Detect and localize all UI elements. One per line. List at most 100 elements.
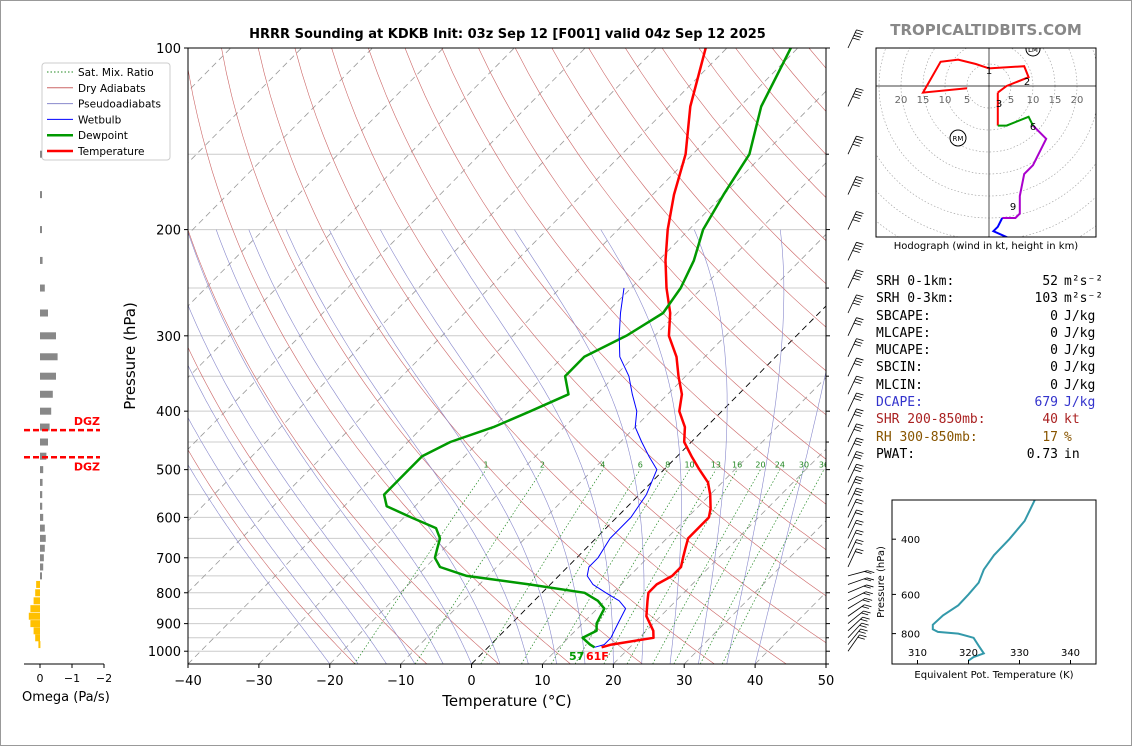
mixing-ratio-line xyxy=(414,469,543,664)
isotherm-line xyxy=(683,520,826,664)
dry-adiabat xyxy=(188,449,356,664)
thetae-y-tick-label: 600 xyxy=(901,590,920,601)
moist-adiabat xyxy=(188,364,387,664)
param-row: SHR 200-850mb: 40 kt xyxy=(876,411,1124,428)
hodo-ring-label: 15 xyxy=(917,95,930,106)
wind-barb-shaft xyxy=(847,464,857,483)
thetae-x-tick-label: 310 xyxy=(908,648,927,659)
wind-barb-shaft xyxy=(847,294,857,314)
hodo-height-label: 1 xyxy=(986,66,992,77)
omega-tick-label: −2 xyxy=(96,672,112,685)
moist-adiabat xyxy=(248,229,501,664)
wind-barb-flag xyxy=(855,466,863,470)
hodo-rm-label: RM xyxy=(953,135,964,143)
x-tick-label: −20 xyxy=(316,674,343,689)
wind-barb-shaft xyxy=(847,135,857,155)
wind-barb-flag xyxy=(857,636,865,640)
y-tick-label: 900 xyxy=(156,618,181,633)
y-tick-label: 1000 xyxy=(148,645,181,660)
wind-barb-shaft xyxy=(847,591,867,602)
y-tick-label: 800 xyxy=(156,587,181,602)
wind-barb-flag xyxy=(853,428,862,432)
omega-axis-label: Omega (Pa/s) xyxy=(22,690,110,705)
mixing-ratio-line xyxy=(521,469,641,664)
mixing-ratio-line xyxy=(626,469,738,664)
thetae-frame xyxy=(891,499,1097,665)
wind-barb-flag xyxy=(852,219,860,223)
dry-adiabat xyxy=(188,228,499,664)
isotherm-line xyxy=(188,48,799,664)
wind-barb-flag xyxy=(856,451,864,454)
wind-barbs xyxy=(847,29,875,652)
mixing-ratio-line xyxy=(480,469,604,664)
mixing-ratio-line xyxy=(550,469,668,664)
wind-barb-shaft xyxy=(847,570,868,577)
param-label: PWAT: xyxy=(876,446,916,462)
wind-barb-flag xyxy=(855,395,863,399)
wind-barb-flag xyxy=(855,360,863,364)
wind-barb-flag xyxy=(856,487,864,491)
omega-bar xyxy=(40,309,48,317)
wind-barb-flag xyxy=(856,548,864,552)
hodo-ring-label: 10 xyxy=(1027,95,1040,106)
omega-bar xyxy=(40,554,44,562)
dry-adiabat xyxy=(368,48,826,597)
surface-dewpoint-label: 57 xyxy=(569,650,584,663)
wind-barb-flag xyxy=(861,606,870,609)
thetae-y-tick-label: 800 xyxy=(901,630,920,641)
param-unit: J/kg xyxy=(1064,325,1096,341)
x-tick-label: −40 xyxy=(174,674,201,689)
wind-barb-shaft xyxy=(847,392,857,412)
isotherm-line xyxy=(188,48,657,522)
dgz-label: DGZ xyxy=(74,460,100,473)
dry-adiabat xyxy=(188,346,428,664)
surface-temperature-label: 61F xyxy=(586,650,609,663)
wind-barb-flag xyxy=(853,322,862,326)
x-tick-label: −30 xyxy=(245,674,272,689)
wind-barb-flag xyxy=(856,392,864,396)
wind-barb-flag xyxy=(861,612,869,616)
dgz-label: DGZ xyxy=(74,415,100,428)
wind-barb-shaft xyxy=(847,423,857,443)
param-label: DCAPE: xyxy=(876,395,923,411)
wind-barb-flag xyxy=(855,532,863,536)
hodograph-caption: Hodograph (wind in kt, height in km) xyxy=(893,241,1079,252)
omega-bar xyxy=(40,150,42,158)
wind-barb-flag xyxy=(855,90,863,94)
y-tick-label: 400 xyxy=(156,405,181,420)
isotherm-line xyxy=(471,305,826,664)
mixing-ratio-label: 2 xyxy=(540,461,545,470)
omega-bar xyxy=(40,226,42,234)
wind-barb-flag xyxy=(865,597,873,601)
legend-label: Pseudoadiabats xyxy=(78,99,161,111)
hodo-ring-label: 5 xyxy=(964,95,970,106)
wind-barb-flag xyxy=(855,244,863,248)
param-label: SBCIN: xyxy=(876,360,923,376)
wind-barb-flag xyxy=(852,184,860,188)
param-value: 679 xyxy=(1034,395,1058,411)
wind-barb-flag xyxy=(856,294,864,298)
wind-barb-shaft xyxy=(847,88,857,107)
moist-adiabat xyxy=(285,229,529,664)
moist-adiabat xyxy=(188,304,416,664)
x-tick-label: 0 xyxy=(467,674,475,689)
mixing-ratio-line xyxy=(603,469,717,664)
param-row: PWAT: 0.73 in xyxy=(876,446,1124,463)
moist-adiabat xyxy=(188,464,331,664)
isotherm-line xyxy=(188,48,373,235)
wind-barb-shaft xyxy=(847,437,857,457)
hodo-trace xyxy=(997,115,1034,127)
param-label: MLCAPE: xyxy=(876,325,931,341)
y-tick-label: 600 xyxy=(156,511,181,526)
x-tick-label: 50 xyxy=(818,674,835,689)
isotherm-line xyxy=(188,48,515,379)
param-row: SRH 0-3km: 103 m²s⁻² xyxy=(876,290,1124,307)
hodo-height-label: 3 xyxy=(996,99,1002,110)
dry-adiabat xyxy=(478,48,826,460)
isotherm-line xyxy=(258,90,826,664)
temperature-trace xyxy=(601,48,712,649)
parameter-table: SRH 0-1km: 52 m²s⁻² SRH 0-3km: 103 m²s⁻² SBCAP… xyxy=(876,273,1124,463)
thetae-y-label: Pressure (hPa) xyxy=(876,546,887,618)
wind-barb-flag xyxy=(859,634,867,638)
hodo-height-label: 6 xyxy=(1030,122,1036,133)
